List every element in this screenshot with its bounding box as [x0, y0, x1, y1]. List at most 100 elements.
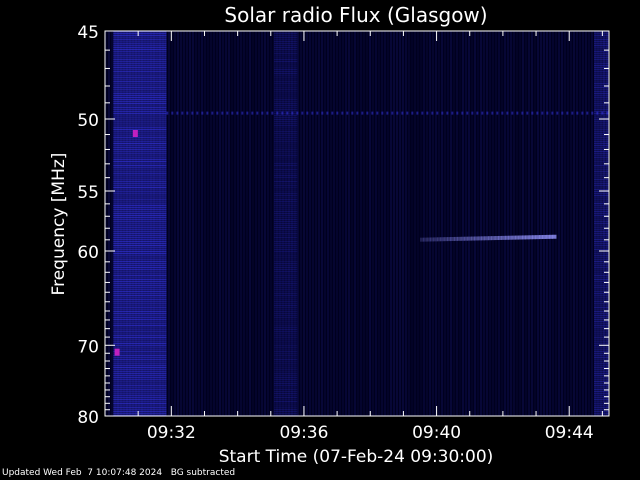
emission-band-row: [594, 131, 609, 132]
background-noise-stripe: [336, 31, 338, 416]
interference-line-segment: [166, 111, 169, 115]
emission-band-row: [274, 285, 298, 286]
background-noise-stripe: [297, 31, 299, 416]
emission-band-row: [113, 369, 167, 370]
emission-band-row: [594, 273, 609, 274]
emission-band-row: [274, 229, 298, 230]
emission-band-row: [594, 159, 609, 160]
emission-band-row: [594, 253, 609, 254]
interference-line-segment: [461, 111, 464, 115]
emission-band-row: [594, 309, 609, 310]
emission-band-row: [113, 259, 167, 260]
emission-band-row: [594, 183, 609, 184]
interference-line-segment: [251, 111, 254, 115]
radio-burst-segment: [470, 236, 475, 241]
emission-band-row: [594, 329, 609, 330]
emission-band-row: [113, 395, 167, 396]
interference-line-segment: [216, 111, 219, 115]
interference-line-segment: [561, 111, 564, 115]
emission-band-row: [113, 267, 167, 268]
emission-band-row: [113, 305, 167, 306]
emission-band-row: [594, 353, 609, 354]
emission-band-row: [594, 61, 609, 62]
emission-band-row: [274, 231, 298, 232]
interference-line-segment: [536, 111, 539, 115]
emission-band-row: [594, 155, 609, 156]
hot-pixel: [132, 130, 138, 138]
emission-band-row: [594, 165, 609, 166]
emission-band-row: [594, 173, 609, 174]
emission-band-row: [113, 281, 167, 282]
emission-band-row: [274, 217, 298, 218]
emission-band-row: [113, 283, 167, 284]
emission-band-row: [274, 83, 298, 84]
emission-band-row: [274, 151, 298, 152]
footer-status: Updated Wed Feb 7 10:07:48 2024 BG subtr…: [2, 468, 235, 479]
emission-band-row: [274, 49, 298, 50]
background-noise-stripe: [180, 31, 182, 416]
emission-band-row: [594, 199, 609, 200]
emission-band-row: [113, 389, 167, 390]
background-noise-stripe: [387, 31, 389, 416]
background-noise-stripe: [558, 31, 560, 416]
emission-band-row: [274, 271, 298, 272]
emission-band-row: [274, 173, 298, 174]
emission-band-row: [113, 171, 167, 172]
emission-band-row: [113, 387, 167, 388]
interference-line-segment: [396, 111, 399, 115]
emission-band-row: [274, 75, 298, 76]
radio-burst-segment: [440, 237, 445, 242]
emission-band-row: [274, 129, 298, 130]
interference-line-segment: [491, 111, 494, 115]
emission-band-row: [594, 223, 609, 224]
emission-band-row: [594, 219, 609, 220]
emission-band-row: [594, 47, 609, 48]
interference-line-segment: [311, 111, 314, 115]
emission-band-row: [113, 83, 167, 84]
interference-line-segment: [321, 111, 324, 115]
emission-band-row: [274, 325, 298, 326]
emission-band-row: [113, 167, 167, 168]
radio-burst-segment: [491, 236, 496, 241]
emission-band-row: [594, 231, 609, 232]
interference-line-segment: [261, 111, 264, 115]
emission-band-row: [274, 401, 298, 402]
radio-burst-segment: [420, 237, 424, 242]
background-noise-stripe: [423, 31, 425, 416]
radio-burst-segment: [464, 236, 469, 241]
emission-band-row: [274, 205, 298, 206]
interference-line-segment: [286, 111, 289, 115]
emission-band-row: [274, 187, 298, 188]
emission-band-row: [113, 113, 167, 114]
background-noise-stripe: [432, 31, 434, 416]
emission-band-row: [113, 343, 167, 344]
emission-band-row: [274, 275, 298, 276]
background-noise-stripe: [351, 31, 353, 416]
radio-burst-segment: [436, 237, 441, 242]
emission-band-row: [274, 77, 298, 78]
emission-band-row: [113, 355, 167, 356]
background-noise-stripe: [600, 31, 602, 416]
interference-line-segment: [601, 111, 604, 115]
emission-band-row: [113, 219, 167, 220]
radio-burst-segment: [535, 235, 540, 240]
emission-band-row: [594, 207, 609, 208]
emission-band-row: [113, 163, 167, 164]
emission-band-row: [594, 55, 609, 56]
emission-band-row: [274, 397, 298, 398]
radio-burst-segment: [521, 235, 526, 240]
interference-line-segment: [496, 111, 499, 115]
emission-band-row: [113, 125, 167, 126]
emission-band-row: [113, 117, 167, 118]
interference-line-segment: [231, 111, 234, 115]
emission-band-row: [274, 171, 298, 172]
emission-band-row: [594, 369, 609, 370]
emission-band-row: [113, 399, 167, 400]
background-noise-stripe: [300, 31, 302, 416]
emission-band-row: [594, 301, 609, 302]
emission-band-row: [594, 371, 609, 372]
emission-band-row: [274, 89, 298, 90]
emission-band-row: [274, 383, 298, 384]
emission-band-row: [274, 399, 298, 400]
interference-line-segment: [291, 111, 294, 115]
